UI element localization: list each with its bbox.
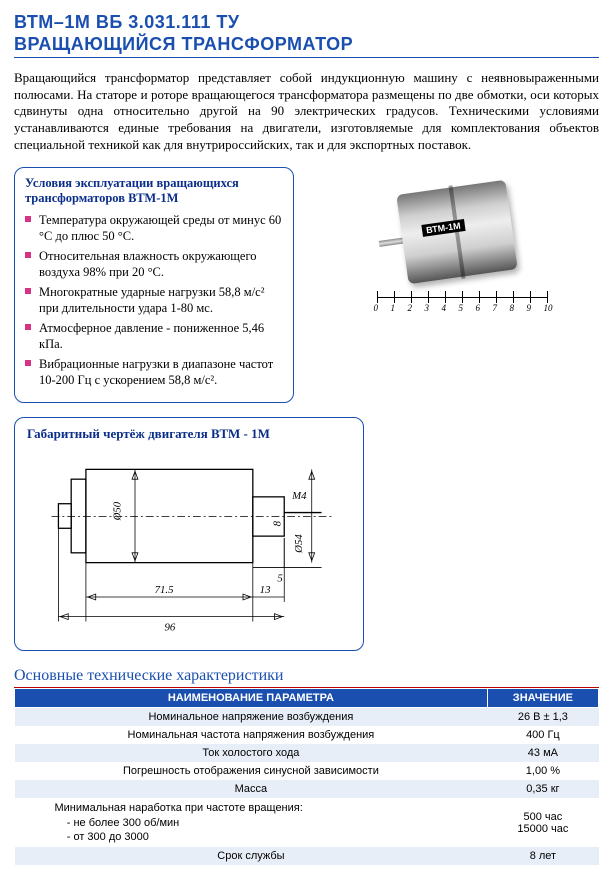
table-row: Погрешность отображения синусной зависим… bbox=[15, 762, 599, 780]
drawing-title: Габаритный чертёж двигателя ВТМ - 1М bbox=[27, 426, 351, 442]
specs-table: НАИМЕНОВАНИЕ ПАРАМЕТРА ЗНАЧЕНИЕ Номиналь… bbox=[14, 688, 599, 865]
table-row: Срок службы8 лет bbox=[15, 847, 599, 865]
intro-paragraph: Вращающийся трансформатор представляет с… bbox=[14, 70, 599, 153]
title-line-1: ВТМ–1М ВБ 3.031.111 ТУ bbox=[14, 12, 599, 34]
conditions-title: Условия эксплуатации вращающихся трансфо… bbox=[25, 176, 283, 206]
ruler-label: 9 bbox=[527, 303, 532, 313]
device-cylinder bbox=[396, 180, 517, 284]
dim-5: 5 bbox=[277, 573, 283, 585]
dim-d50: Ø50 bbox=[111, 502, 123, 522]
condition-item: Температура окружающей среды от минус 60… bbox=[25, 212, 283, 244]
dim-m4: М4 bbox=[291, 490, 307, 502]
ruler-label: 1 bbox=[391, 303, 396, 313]
table-row: Минимальная наработка при частоте вращен… bbox=[15, 798, 599, 847]
dim-8: 8 bbox=[271, 521, 283, 527]
conditions-list: Температура окружающей среды от минус 60… bbox=[25, 212, 283, 388]
ruler-label: 3 bbox=[425, 303, 430, 313]
condition-item: Многократные ударные нагрузки 58,8 м/с² … bbox=[25, 284, 283, 316]
specs-tbody: Номинальное напряжение возбуждения26 В ±… bbox=[15, 708, 599, 865]
dim-d54: Ø54 bbox=[293, 534, 305, 554]
title-line-2: ВРАЩАЮЩИЙСЯ ТРАНСФОРМАТОР bbox=[14, 34, 599, 56]
page-title-block: ВТМ–1М ВБ 3.031.111 ТУ ВРАЩАЮЩИЙСЯ ТРАНС… bbox=[14, 12, 599, 58]
conditions-box: Условия эксплуатации вращающихся трансфо… bbox=[14, 167, 294, 403]
ruler-label: 2 bbox=[408, 303, 413, 313]
condition-item: Атмосферное давление - пониженное 5,46 к… bbox=[25, 320, 283, 352]
specs-title: Основные технические характеристики bbox=[14, 667, 599, 685]
condition-item: Вибрационные нагрузки в диапазоне частот… bbox=[25, 356, 283, 388]
ruler-label: 10 bbox=[544, 303, 553, 313]
condition-item: Относительная влажность окружающего возд… bbox=[25, 248, 283, 280]
ruler-label: 0 bbox=[374, 303, 379, 313]
param-multi: Минимальная наработка при частоте вращен… bbox=[15, 798, 488, 847]
dim-13: 13 bbox=[260, 584, 271, 596]
ruler-label: 4 bbox=[442, 303, 447, 313]
drawing-box: Габаритный чертёж двигателя ВТМ - 1М Ø50… bbox=[14, 417, 364, 651]
ruler-label: 6 bbox=[476, 303, 481, 313]
product-photo: ВТМ-1М 012345678910 bbox=[304, 167, 599, 327]
dimensional-drawing: Ø50 Ø54 М4 8 5 71.5 13 96 bbox=[27, 448, 351, 638]
top-row: Условия эксплуатации вращающихся трансфо… bbox=[14, 167, 599, 403]
device-illustration: ВТМ-1М 012345678910 bbox=[357, 177, 547, 327]
ruler-label: 7 bbox=[493, 303, 498, 313]
ruler-label: 8 bbox=[510, 303, 515, 313]
value-multi: 500 час 15000 час bbox=[487, 798, 598, 847]
table-row: Номинальная частота напряжения возбужден… bbox=[15, 726, 599, 744]
table-row: Ток холостого хода43 мА bbox=[15, 744, 599, 762]
specs-head-param: НАИМЕНОВАНИЕ ПАРАМЕТРА bbox=[15, 689, 488, 708]
ruler: 012345678910 bbox=[377, 285, 547, 313]
table-row: Масса0,35 кг bbox=[15, 780, 599, 798]
title-underline bbox=[14, 57, 599, 58]
table-row: Номинальное напряжение возбуждения26 В ±… bbox=[15, 708, 599, 727]
specs-head-value: ЗНАЧЕНИЕ bbox=[487, 689, 598, 708]
dim-96: 96 bbox=[164, 622, 175, 634]
ruler-label: 5 bbox=[459, 303, 464, 313]
dim-71-5: 71.5 bbox=[155, 584, 174, 596]
